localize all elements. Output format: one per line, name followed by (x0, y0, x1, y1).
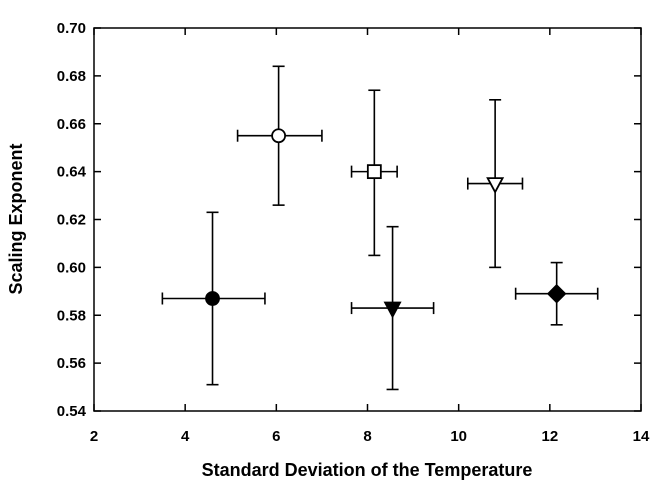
data-point-circle-filled (161, 211, 266, 386)
marker-diamond (546, 283, 567, 304)
x-axis-label: Standard Deviation of the Temperature (202, 460, 533, 480)
data-points (161, 65, 599, 391)
marker-circle (205, 291, 220, 306)
x-tick-label: 14 (633, 428, 650, 445)
y-tick-label: 0.64 (57, 164, 87, 181)
y-tick-label: 0.54 (57, 403, 87, 420)
marker-circle (271, 128, 287, 144)
y-tick-labels: 0.54 0.56 0.58 0.60 0.62 0.64 0.66 0.68 0.70 (57, 20, 87, 420)
y-tick-label: 0.56 (57, 355, 86, 372)
data-point-square-open (350, 89, 398, 257)
x-tick-label: 4 (181, 428, 190, 445)
marker-triangle-down (383, 301, 402, 319)
x-tick-label: 10 (450, 428, 467, 445)
x-tick-label: 2 (90, 428, 98, 445)
x-tick-label: 12 (541, 428, 558, 445)
plot-frame (93, 27, 642, 412)
x-tick-label: 6 (272, 428, 280, 445)
y-tick-label: 0.58 (57, 307, 86, 324)
data-point-diamond-filled (514, 261, 599, 326)
y-tick-label: 0.66 (57, 116, 86, 133)
data-point-triangle-down-open (466, 99, 524, 269)
data-point-circle-open (236, 65, 323, 206)
y-axis-label: Scaling Exponent (6, 143, 26, 294)
y-tick-label: 0.60 (57, 259, 86, 276)
y-tick-label: 0.68 (57, 68, 86, 85)
marker-square (366, 164, 382, 180)
x-tick-labels: 2 4 6 8 10 12 14 (90, 428, 650, 445)
y-tick-label: 0.70 (57, 20, 86, 37)
x-tick-label: 8 (363, 428, 371, 445)
data-point-triangle-down-filled (350, 225, 435, 391)
axis-ticks (93, 27, 642, 412)
y-tick-label: 0.62 (57, 212, 86, 229)
marker-triangle-down (486, 177, 505, 194)
